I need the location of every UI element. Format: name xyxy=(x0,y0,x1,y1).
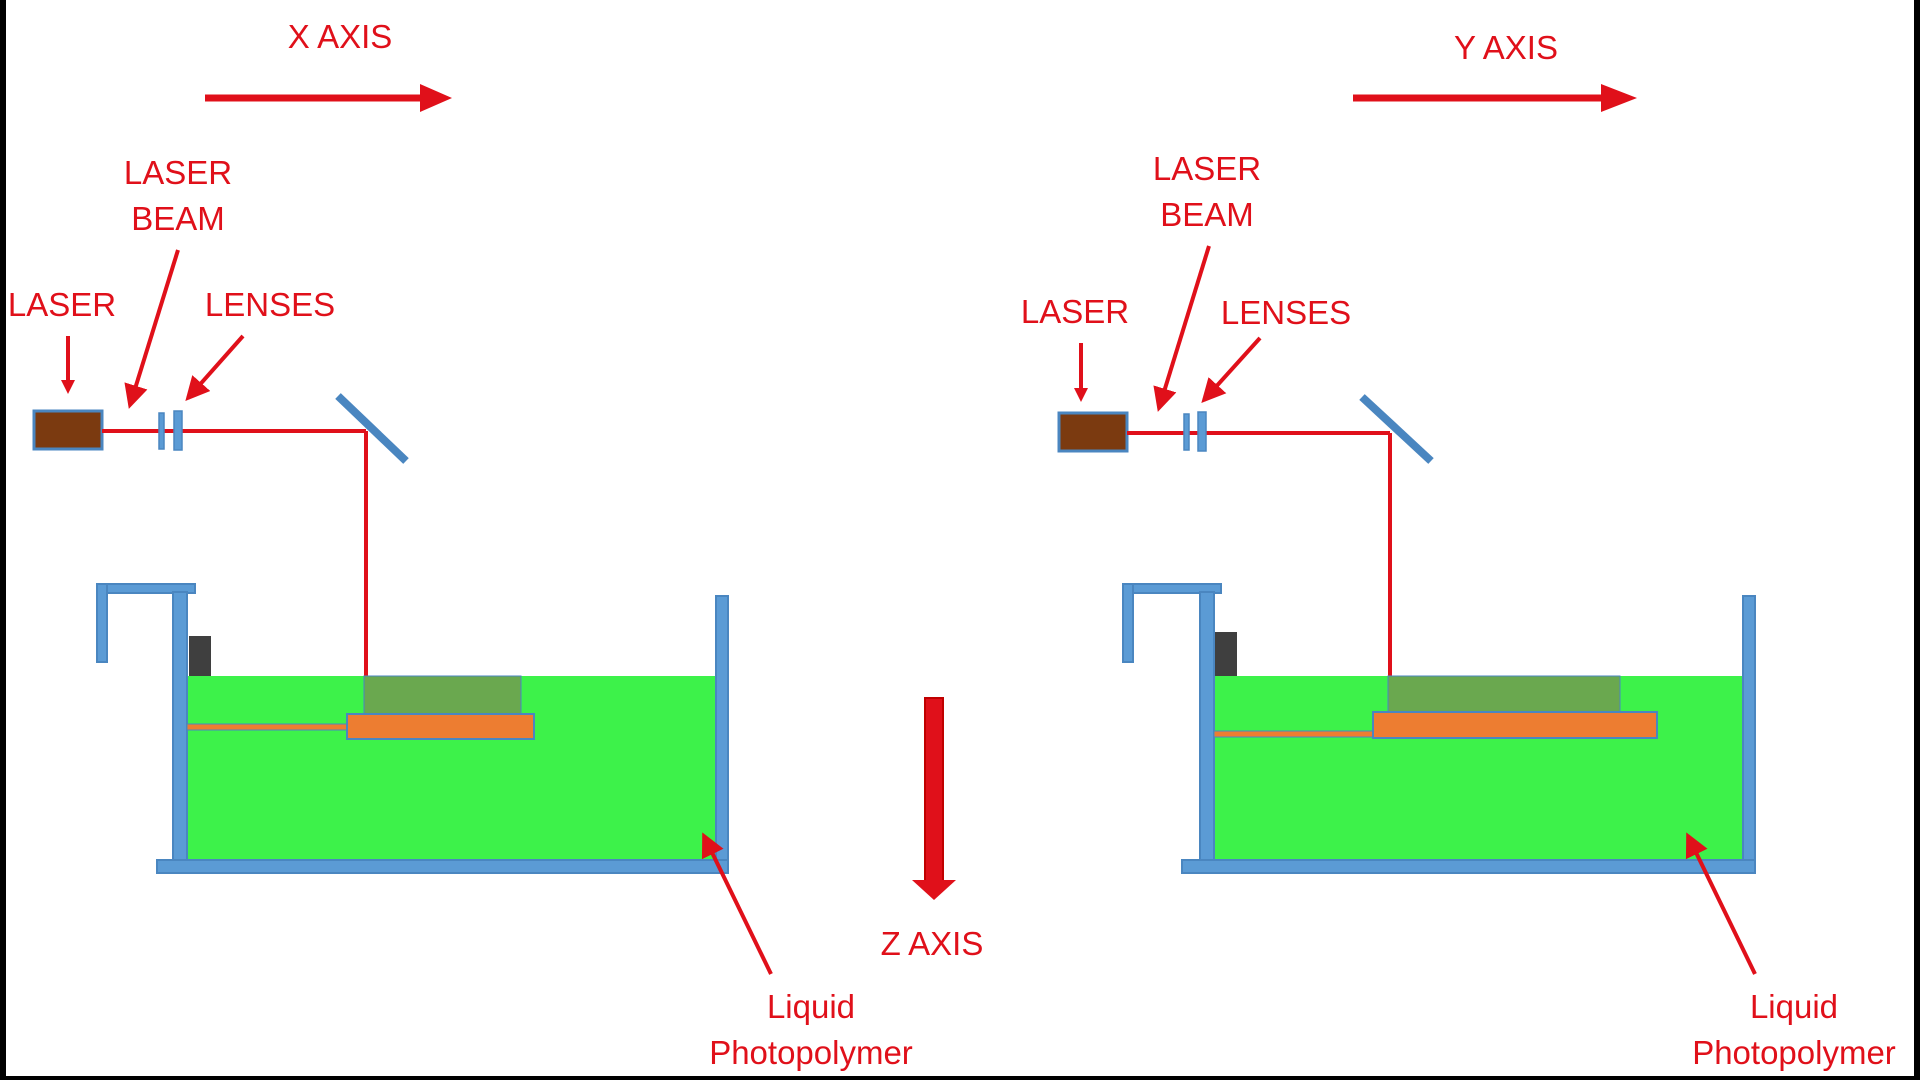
lenses-pointer-arrow xyxy=(185,334,245,401)
elevator-motor-block xyxy=(1215,632,1237,676)
lenses-pointer-arrow xyxy=(1201,336,1262,403)
laser-beam-label-line2: BEAM xyxy=(1160,196,1254,233)
mirror xyxy=(335,393,409,464)
tank-base xyxy=(156,859,729,874)
liquid-pointer-arrow xyxy=(1685,832,1757,975)
laser-pointer-head xyxy=(1074,388,1088,402)
laser-beam-label-line1: LASER xyxy=(124,154,232,191)
laser-pointer-head xyxy=(61,380,75,394)
tank-left-wall xyxy=(1199,591,1215,865)
z-axis-arrow-head xyxy=(912,880,956,900)
lens-1 xyxy=(1183,413,1190,451)
laser-beam-label-line1: LASER xyxy=(1153,150,1261,187)
tank-left-wall xyxy=(172,591,188,865)
liquid-label-line2: Photopolymer xyxy=(709,1034,913,1071)
laser-body xyxy=(32,409,104,451)
lens-2 xyxy=(1197,411,1207,452)
elevator-arm-hook xyxy=(96,583,108,663)
y-axis-label: Y AXIS xyxy=(1454,29,1558,66)
diagram-background xyxy=(6,0,1914,1076)
platform-rod xyxy=(186,723,350,731)
liquid-pointer-arrow xyxy=(701,832,773,975)
laser-beam-label-line2: BEAM xyxy=(131,200,225,237)
beam-pointer-arrow xyxy=(1153,245,1211,412)
lenses-label: LENSES xyxy=(205,286,335,323)
laser-body xyxy=(1057,411,1129,453)
right-panel: Y AXIS LASER BEAM LASER LENSES xyxy=(1021,29,1896,1071)
lens-1 xyxy=(158,412,165,450)
build-platform xyxy=(346,713,535,740)
laser-label: LASER xyxy=(1021,293,1129,330)
cured-resin-layer xyxy=(363,675,522,715)
elevator-motor-block xyxy=(189,636,211,676)
z-axis-label: Z AXIS xyxy=(881,925,984,962)
liquid-label-line2: Photopolymer xyxy=(1692,1034,1896,1071)
cured-resin-layer xyxy=(1387,675,1621,714)
laser-label: LASER xyxy=(8,286,116,323)
y-axis-arrow-head xyxy=(1601,84,1637,112)
platform-rod xyxy=(1213,730,1375,738)
tank-base xyxy=(1181,859,1756,874)
build-platform xyxy=(1372,711,1658,739)
mirror xyxy=(1359,394,1434,464)
z-axis-arrow-shaft xyxy=(924,697,944,883)
left-panel: X AXIS LASER BEAM LASER LENSES xyxy=(8,18,913,1071)
tank-right-wall xyxy=(715,595,729,865)
z-axis: Z AXIS xyxy=(881,697,984,962)
beam-pointer-arrow xyxy=(124,249,180,409)
liquid-label-line1: Liquid xyxy=(1750,988,1838,1025)
lens-2 xyxy=(173,410,183,451)
liquid-label-line1: Liquid xyxy=(767,988,855,1025)
x-axis-arrow-head xyxy=(420,84,452,112)
tank-right-wall xyxy=(1742,595,1756,865)
x-axis-label: X AXIS xyxy=(288,18,393,55)
elevator-arm-hook xyxy=(1122,583,1134,663)
lenses-label: LENSES xyxy=(1221,294,1351,331)
